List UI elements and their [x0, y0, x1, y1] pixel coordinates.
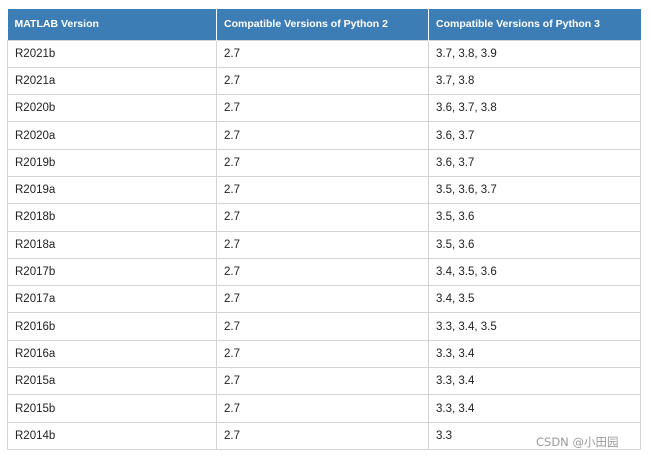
- table-row: R2017a 2.7 3.4, 3.5: [7, 285, 641, 314]
- table-row: R2019b 2.7 3.6, 3.7: [7, 148, 641, 177]
- table-row: R2014b 2.7 3.3: [7, 421, 641, 450]
- cell-python2: 2.7: [216, 121, 429, 150]
- cell-python2: 2.7: [216, 394, 429, 423]
- cell-matlab-version: R2021a: [7, 66, 217, 96]
- cell-python3: 3.5, 3.6, 3.7: [428, 175, 641, 205]
- cell-python3: 3.3, 3.4: [428, 394, 641, 423]
- table-row: R2019a 2.7 3.5, 3.6, 3.7: [7, 175, 641, 205]
- cell-matlab-version: R2017b: [7, 257, 217, 287]
- compatibility-table-container: MATLAB Version Compatible Versions of Py…: [7, 9, 641, 450]
- header-python3-versions: Compatible Versions of Python 3: [428, 9, 641, 40]
- cell-python2: 2.7: [216, 148, 429, 177]
- cell-python3: 3.4, 3.5, 3.6: [428, 257, 641, 287]
- csdn-watermark: CSDN @小田园: [536, 435, 619, 449]
- cell-matlab-version: R2020a: [7, 121, 217, 150]
- table-row: R2017b 2.7 3.4, 3.5, 3.6: [7, 257, 641, 287]
- cell-python2: 2.7: [216, 257, 429, 287]
- table-row: R2021a 2.7 3.7, 3.8: [7, 66, 641, 96]
- cell-matlab-version: R2018a: [7, 230, 217, 259]
- cell-python2: 2.7: [216, 175, 429, 205]
- cell-matlab-version: R2016b: [7, 312, 217, 341]
- cell-matlab-version: R2020b: [7, 94, 217, 123]
- table-row: R2015a 2.7 3.3, 3.4: [7, 367, 641, 396]
- cell-python3: 3.6, 3.7: [428, 148, 641, 177]
- table-row: R2018a 2.7 3.5, 3.6: [7, 230, 641, 259]
- cell-python2: 2.7: [216, 230, 429, 259]
- cell-python2: 2.7: [216, 39, 429, 68]
- cell-python3: 3.7, 3.8, 3.9: [428, 39, 641, 68]
- cell-matlab-version: R2015b: [7, 394, 217, 423]
- cell-matlab-version: R2019b: [7, 148, 217, 177]
- table-row: R2020a 2.7 3.6, 3.7: [7, 121, 641, 150]
- table-row: R2021b 2.7 3.7, 3.8, 3.9: [7, 39, 641, 68]
- cell-python2: 2.7: [216, 66, 429, 96]
- cell-python2: 2.7: [216, 312, 429, 341]
- header-matlab-version: MATLAB Version: [7, 9, 217, 40]
- cell-python3: 3.3, 3.4, 3.5: [428, 312, 641, 341]
- cell-python2: 2.7: [216, 421, 429, 450]
- cell-python2: 2.7: [216, 285, 429, 314]
- cell-matlab-version: R2019a: [7, 175, 217, 205]
- cell-python2: 2.7: [216, 339, 429, 369]
- cell-python2: 2.7: [216, 94, 429, 123]
- cell-matlab-version: R2018b: [7, 203, 217, 232]
- table-row: R2020b 2.7 3.6, 3.7, 3.8: [7, 94, 641, 123]
- cell-python3: 3.3, 3.4: [428, 339, 641, 369]
- cell-python3: 3.4, 3.5: [428, 285, 641, 314]
- compatibility-table: MATLAB Version Compatible Versions of Py…: [7, 9, 641, 450]
- cell-python3: 3.3: [428, 421, 641, 450]
- table-row: R2016b 2.7 3.3, 3.4, 3.5: [7, 312, 641, 341]
- cell-matlab-version: R2016a: [7, 339, 217, 369]
- table-row: R2018b 2.7 3.5, 3.6: [7, 203, 641, 232]
- cell-python3: 3.5, 3.6: [428, 230, 641, 259]
- cell-matlab-version: R2017a: [7, 285, 217, 314]
- cell-python3: 3.3, 3.4: [428, 367, 641, 396]
- cell-matlab-version: R2014b: [7, 421, 217, 450]
- cell-python3: 3.5, 3.6: [428, 203, 641, 232]
- header-row: MATLAB Version Compatible Versions of Py…: [7, 9, 641, 40]
- table-row: R2015b 2.7 3.3, 3.4: [7, 394, 641, 423]
- table-header: MATLAB Version Compatible Versions of Py…: [7, 9, 641, 40]
- table-body: R2021b 2.7 3.7, 3.8, 3.9 R2021a 2.7 3.7,…: [7, 39, 641, 450]
- table-row: R2016a 2.7 3.3, 3.4: [7, 339, 641, 369]
- cell-python3: 3.6, 3.7, 3.8: [428, 94, 641, 123]
- cell-matlab-version: R2015a: [7, 367, 217, 396]
- cell-python2: 2.7: [216, 367, 429, 396]
- cell-python2: 2.7: [216, 203, 429, 232]
- cell-matlab-version: R2021b: [7, 39, 217, 68]
- header-python2-versions: Compatible Versions of Python 2: [216, 9, 429, 40]
- cell-python3: 3.7, 3.8: [428, 66, 641, 96]
- cell-python3: 3.6, 3.7: [428, 121, 641, 150]
